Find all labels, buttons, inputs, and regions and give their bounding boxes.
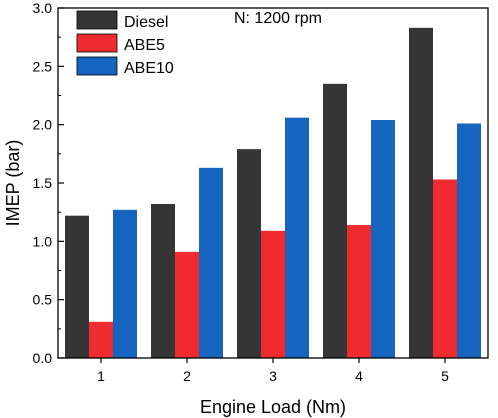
legend: Diesel ABE5 ABE10 bbox=[76, 10, 174, 77]
x-tick-label: 4 bbox=[355, 368, 363, 384]
y-tick-label: 1.5 bbox=[33, 175, 53, 191]
bar-diesel-3 bbox=[237, 149, 261, 358]
chart-annotation: N: 1200 rpm bbox=[234, 10, 322, 27]
y-tick-label: 0.5 bbox=[33, 292, 53, 308]
y-tick-label: 0.0 bbox=[33, 350, 53, 366]
x-tick-label: 5 bbox=[441, 368, 449, 384]
axes-layer: 0.0 0.5 1.0 1.5 2.0 2.5 3.0 1 2 3 4 5 bbox=[33, 0, 450, 384]
bar-abe5-5 bbox=[433, 179, 457, 358]
x-tick-label: 1 bbox=[97, 368, 105, 384]
legend-label-abe10: ABE10 bbox=[124, 60, 174, 77]
bar-diesel-2 bbox=[151, 204, 175, 358]
y-tick-label: 1.0 bbox=[33, 233, 53, 249]
bar-abe10-5 bbox=[457, 123, 481, 358]
bar-abe10-3 bbox=[285, 117, 309, 359]
x-tick-label: 3 bbox=[269, 368, 277, 384]
legend-label-abe5: ABE5 bbox=[124, 37, 165, 54]
bar-abe10-1 bbox=[113, 209, 137, 358]
bars-layer bbox=[65, 27, 481, 359]
bar-abe10-2 bbox=[199, 167, 223, 358]
y-axis-label: IMEP (bar) bbox=[3, 140, 23, 227]
bar-diesel-4 bbox=[323, 83, 347, 358]
bar-diesel-1 bbox=[65, 215, 89, 358]
bar-abe5-2 bbox=[175, 251, 199, 358]
legend-swatch-diesel bbox=[76, 10, 118, 30]
y-tick-label: 2.5 bbox=[33, 58, 53, 74]
bar-abe10-4 bbox=[371, 120, 395, 358]
x-tick-label: 2 bbox=[183, 368, 191, 384]
legend-swatch-abe5 bbox=[76, 33, 118, 53]
bar-abe5-4 bbox=[347, 225, 371, 358]
y-tick-label: 3.0 bbox=[33, 0, 53, 16]
y-tick-label: 2.0 bbox=[33, 117, 53, 133]
bar-diesel-5 bbox=[409, 27, 433, 358]
bar-abe5-1 bbox=[89, 321, 113, 358]
legend-label-diesel: Diesel bbox=[124, 14, 168, 31]
legend-swatch-abe10 bbox=[76, 56, 118, 76]
x-axis-label: Engine Load (Nm) bbox=[200, 397, 346, 417]
bar-abe5-3 bbox=[261, 230, 285, 358]
